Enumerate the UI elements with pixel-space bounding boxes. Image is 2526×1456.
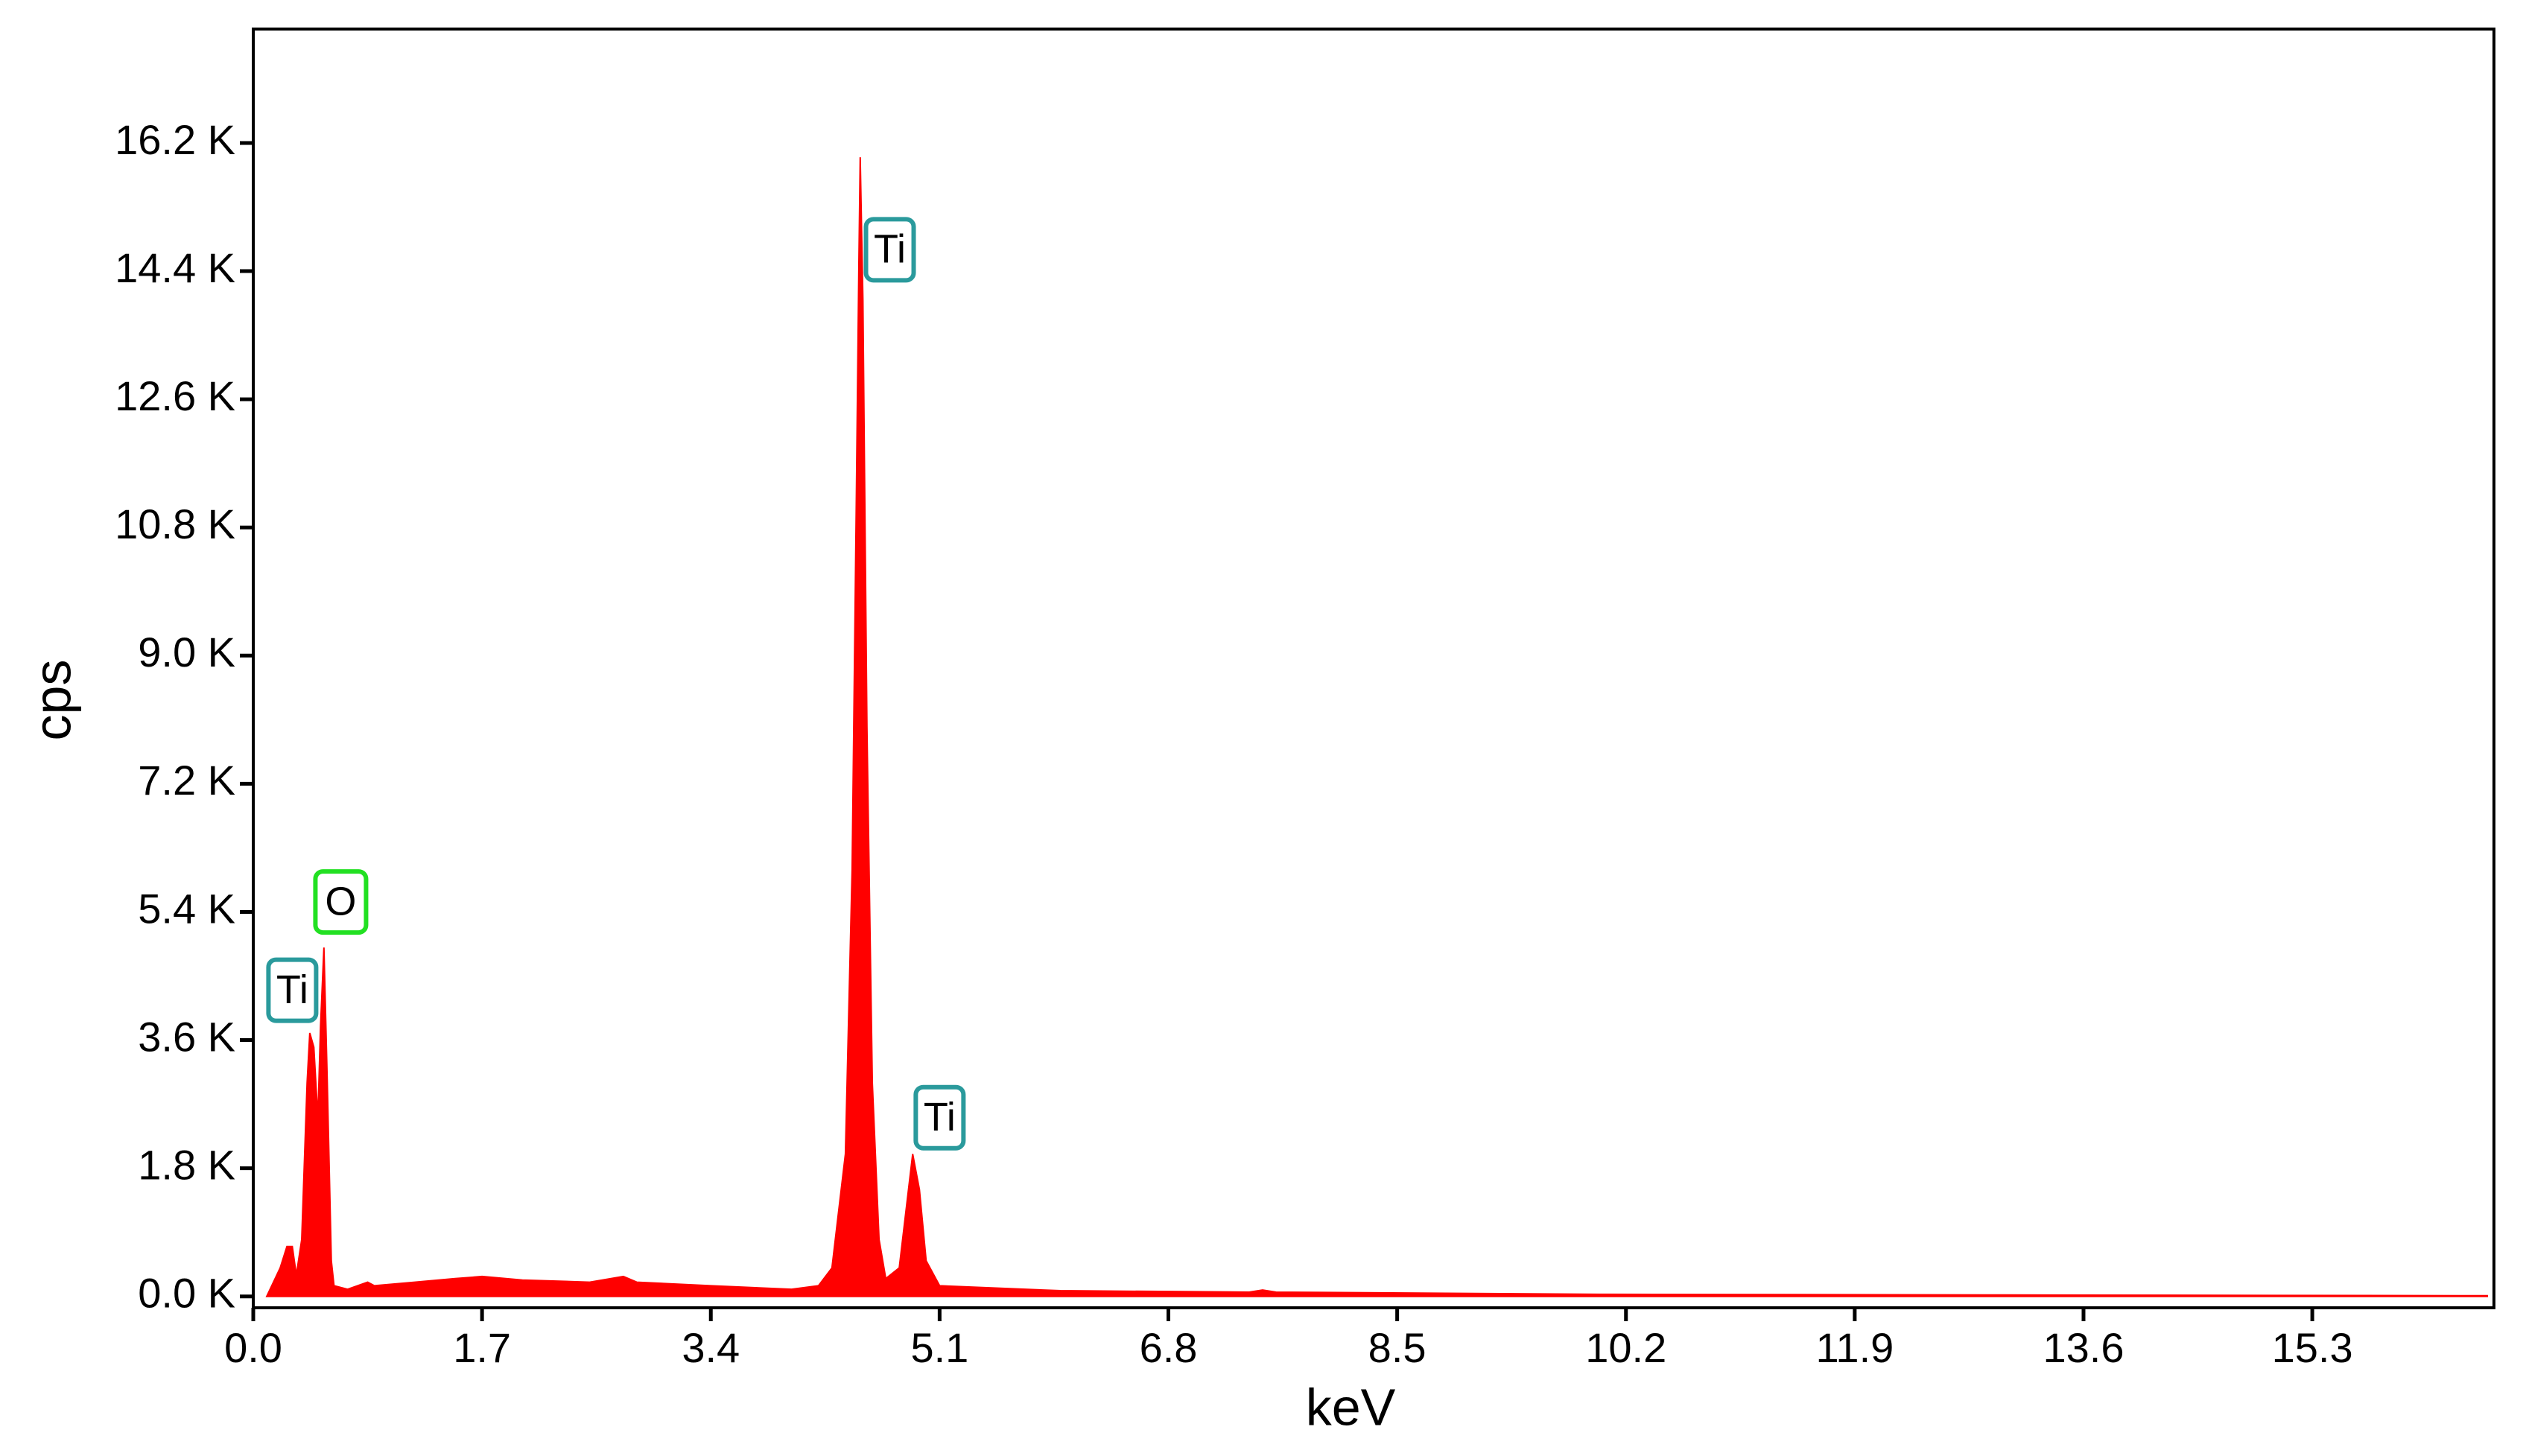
y-tick-label: 5.4 K	[138, 885, 235, 932]
y-tick-label: 14.4 K	[115, 244, 235, 291]
x-tick-label: 6.8	[1140, 1324, 1198, 1371]
y-tick-label: 7.2 K	[138, 757, 235, 804]
x-tick-label: 13.6	[2043, 1324, 2124, 1371]
y-tick-label: 10.8 K	[115, 500, 235, 547]
x-tick-label: 8.5	[1368, 1324, 1427, 1371]
annotation-box	[313, 869, 369, 935]
annotation-box	[863, 217, 916, 283]
y-tick-label: 3.6 K	[138, 1013, 235, 1060]
x-tick-label: 3.4	[682, 1324, 740, 1371]
annotation-label: Ti	[874, 227, 906, 272]
annotation-box	[266, 957, 319, 1023]
y-tick-label: 0.0 K	[138, 1270, 235, 1317]
x-tick-label: 0.0	[224, 1324, 282, 1371]
plot-frame	[252, 28, 2495, 1309]
annotation-label: Ti	[924, 1095, 956, 1139]
x-tick-label: 11.9	[1815, 1324, 1894, 1371]
x-tick-label: 10.2	[1585, 1324, 1666, 1371]
spectrum-area	[265, 157, 2488, 1297]
y-tick-label: 1.8 K	[138, 1141, 235, 1188]
x-tick-label: 1.7	[453, 1324, 511, 1371]
y-tick-label: 16.2 K	[115, 116, 235, 163]
y-tick-label: 12.6 K	[115, 372, 235, 419]
annotation-label: O	[325, 879, 356, 923]
x-tick-label: 15.3	[2272, 1324, 2353, 1371]
x-axis-title: keV	[1306, 1378, 1396, 1436]
y-tick-label: 9.0 K	[138, 629, 235, 675]
y-axis-title: cps	[23, 660, 81, 741]
annotation-label: Ti	[276, 967, 308, 1012]
x-tick-label: 5.1	[910, 1324, 968, 1371]
annotation-box	[913, 1084, 966, 1151]
